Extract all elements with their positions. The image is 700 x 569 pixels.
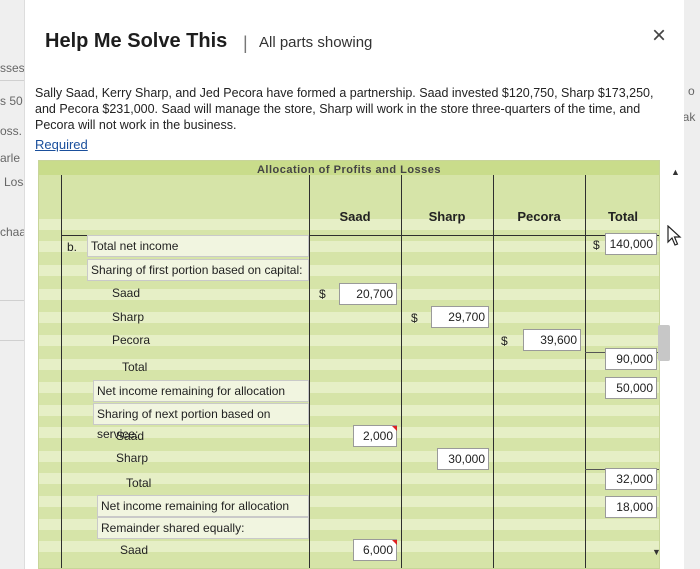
row-stripe [39,519,659,530]
remaining-after-capital-amount[interactable]: 50,000 [605,377,657,399]
background-divider [0,300,30,301]
scroll-up-arrow-icon[interactable]: ▲ [671,167,680,177]
row-label[interactable]: Total [122,360,148,374]
row-label[interactable]: Sharing of first portion based on capita… [87,259,309,281]
currency-symbol: $ [593,238,600,252]
row-stripe [39,312,659,323]
capital-saad-amount[interactable]: 20,700 [339,283,397,305]
row-stripe [39,265,659,276]
service-saad-amount[interactable]: 2,000 [353,425,397,447]
column-header-total: Total [607,209,639,224]
mouse-pointer-icon [667,225,682,246]
row-label[interactable]: Saad [116,429,145,443]
row-label[interactable]: Saad [120,543,149,557]
background-fragment: s 50 [0,94,23,108]
row-label[interactable]: Remainder shared equally: [97,517,309,539]
row-label[interactable]: Saad [112,286,141,300]
total-net-income-total[interactable]: 140,000 [605,233,657,255]
currency-symbol: $ [501,334,508,348]
row-stripe [39,359,659,370]
background-fragment: arle [0,151,21,165]
row-stripe [39,241,659,252]
row-label[interactable]: Pecora [112,333,151,347]
row-stripe [39,219,659,230]
scrollbar-thumb[interactable] [658,325,670,361]
title-separator: | [243,33,248,53]
remaining-after-service-amount[interactable]: 18,000 [605,496,657,518]
currency-symbol: $ [411,311,418,325]
problem-statement: Sally Saad, Kerry Sharp, and Jed Pecora … [35,85,665,133]
capital-total-amount[interactable]: 90,000 [605,348,657,370]
row-label[interactable]: Net income remaining for allocation [93,380,309,402]
row-stripe [39,427,659,438]
column-divider [61,175,62,568]
capital-pecora-amount[interactable]: 39,600 [523,329,581,351]
column-divider [585,175,586,568]
worksheet-title-text: Allocation of Profits and Losses [256,164,442,175]
currency-symbol: $ [319,287,326,301]
background-divider [0,80,30,81]
column-header-saad: Saad [339,209,371,224]
background-fragment: Loss [4,175,30,189]
required-link[interactable]: Required [35,137,88,152]
answer-marker-icon [392,540,397,545]
background-fragment: chaaf [0,225,30,239]
background-divider [0,340,30,341]
row-label[interactable]: Sharp [116,451,149,465]
row-stripe [39,335,659,346]
row-label[interactable]: Total net income [87,235,309,257]
dialog-subtitle: All parts showing [259,34,373,51]
problem-line: and Pecora $231,000. Saad will manage th… [35,102,641,116]
column-divider [401,175,402,568]
row-stripe [39,382,659,393]
problem-line: Sally Saad, Kerry Sharp, and Jed Pecora … [35,86,654,100]
column-header-pecora: Pecora [517,209,561,224]
dialog-title: Help Me Solve This [45,30,228,52]
row-label[interactable]: Total [126,476,152,490]
service-total-amount[interactable]: 32,000 [605,468,657,490]
close-icon[interactable]: × [651,22,666,49]
row-label[interactable]: Sharp [112,310,145,324]
row-stripe [39,451,659,462]
column-header-sharp: Sharp [428,209,466,224]
help-dialog: Help Me Solve This | All parts showing ×… [24,0,684,569]
row-stripe [39,473,659,484]
column-divider [309,175,310,568]
allocation-worksheet: Allocation of Profits and Losses Saad Sh… [38,160,660,569]
row-label[interactable]: Net income remaining for allocation [97,495,309,517]
row-stripe [39,541,659,552]
row-stripe [39,496,659,507]
dialog-header: Help Me Solve This | All parts showing × [25,0,684,72]
answer-marker-icon [392,426,397,431]
scroll-down-arrow-icon[interactable]: ▼ [652,547,661,557]
column-divider [493,175,494,568]
part-letter: b. [67,240,78,254]
background-fragment: oss. ( [0,124,30,138]
equal-share-saad-amount[interactable]: 6,000 [353,539,397,561]
worksheet-title: Allocation of Profits and Losses [39,161,659,175]
capital-sharp-amount[interactable]: 29,700 [431,306,489,328]
service-sharp-amount[interactable]: 30,000 [437,448,489,470]
header-rule [61,235,659,236]
row-stripe [39,405,659,416]
problem-line: Pecora will not work in the business. [35,118,237,132]
row-label[interactable]: Sharing of next portion based on service… [93,403,309,441]
background-fragment: sses [0,61,25,75]
